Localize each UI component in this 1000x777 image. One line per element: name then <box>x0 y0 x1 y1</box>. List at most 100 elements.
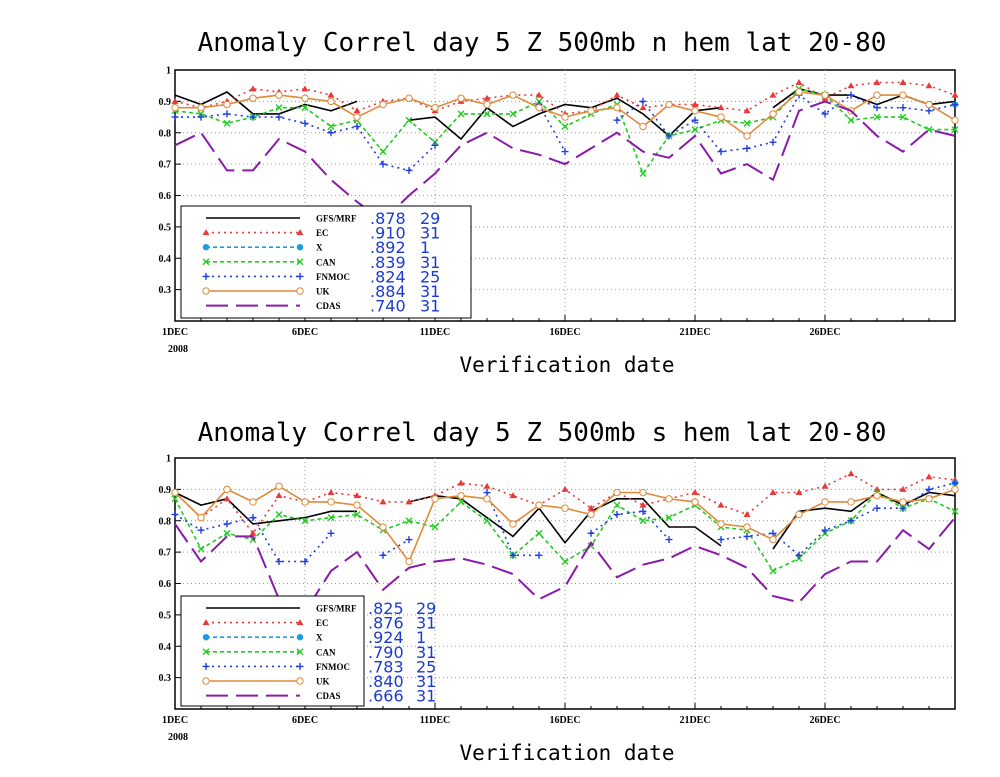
shem-legend-score-fnmoc: .783 <box>368 657 404 676</box>
shem-ec-point <box>561 485 569 492</box>
shem-x-tick-label: 16DEC <box>549 715 580 726</box>
nhem-y-tick-label: 0.4 <box>159 254 172 265</box>
nhem-uk-point <box>951 116 959 124</box>
nhem-can-point <box>379 148 387 156</box>
shem-legend-marker-can <box>296 648 304 656</box>
nhem-uk-point <box>535 103 543 112</box>
nhem-uk-point <box>171 103 179 112</box>
shem-fnmoc-point <box>899 504 907 512</box>
shem-ec-point <box>223 495 231 502</box>
nhem-x-tick-label: 1DEC <box>162 327 188 338</box>
nhem-ec-point <box>483 94 491 101</box>
nhem-legend-score-uk: .884 <box>370 282 406 301</box>
shem-can-point <box>353 510 361 518</box>
shem-ec-point <box>353 492 361 499</box>
nhem-uk-point <box>249 94 257 102</box>
shem-x-tick-label: 26DEC <box>809 715 840 726</box>
nhem-fnmoc-line <box>175 113 436 172</box>
shem-can-point <box>171 495 179 503</box>
nhem-fnmoc-point <box>431 141 439 149</box>
nhem-fnmoc-point <box>691 116 699 124</box>
nhem-can-point <box>509 110 517 118</box>
nhem-ec-point <box>301 85 309 92</box>
shem-x-year-label: 2008 <box>168 732 188 743</box>
nhem-legend-label-x: X <box>316 243 323 253</box>
nhem-fnmoc-point <box>639 97 647 105</box>
nhem-ec-point <box>769 91 777 98</box>
nhem-can-point <box>223 119 231 127</box>
nhem-uk-point <box>223 100 231 109</box>
shem-can-point <box>665 514 673 522</box>
nhem-legend-score-x: .892 <box>370 238 406 257</box>
nhem-legend-marker-uk <box>202 287 210 295</box>
nhem-uk-point <box>795 88 803 96</box>
nhem-gfs-mrf-line <box>174 91 358 115</box>
shem-can-point <box>613 501 621 509</box>
shem-legend-count-gfs-mrf: 29 <box>416 599 436 618</box>
shem-x-axis: 1DEC 6DEC 11DEC 16DEC 21DEC 26DEC <box>162 703 956 726</box>
nhem-can-point <box>639 170 647 178</box>
shem-legend-entry-ec: EC .876 31 <box>202 614 436 633</box>
shem-uk-point <box>795 510 803 519</box>
nhem-series-fnmoc <box>171 91 959 174</box>
nhem-fnmoc-point <box>665 132 673 140</box>
nhem-uk-point <box>509 91 517 99</box>
nhem-legend-count-can: 31 <box>420 253 440 272</box>
shem-legend-entry-cdas: CDAS .666 31 <box>206 687 436 706</box>
shem-fnmoc-point <box>847 517 855 525</box>
nhem-legend-label-ec: EC <box>316 228 329 238</box>
shem-series-cdas <box>174 516 956 613</box>
shem-legend-entry-gfs-mrf: GFS/MRF .825 29 <box>206 599 436 618</box>
shem-gfs-mrf-line <box>174 491 357 525</box>
shem-uk-point <box>613 488 621 497</box>
shem-gfs-mrf-line <box>772 491 956 550</box>
shem-can-point <box>275 510 283 518</box>
nhem-legend-entry-gfs-mrf: GFS/MRF .878 29 <box>206 209 440 228</box>
nhem-legend-marker-ec <box>202 229 210 236</box>
shem-ec-point <box>483 482 491 489</box>
shem-uk-point <box>249 498 257 506</box>
nhem-fnmoc-point <box>873 104 881 112</box>
nhem-fnmoc-point <box>717 148 725 156</box>
nhem-fnmoc-point <box>327 129 335 137</box>
nhem-uk-point <box>587 107 595 115</box>
shem-ec-point <box>769 489 777 496</box>
nhem-can-point <box>873 113 881 121</box>
nhem-can-point <box>275 104 283 112</box>
shem-legend-score-uk: .840 <box>368 672 404 691</box>
nhem-uk-point <box>379 100 387 109</box>
nhem-legend-marker-fnmoc <box>202 272 210 280</box>
shem-uk-point <box>483 495 491 503</box>
shem-uk-point <box>171 488 179 497</box>
shem-fnmoc-point <box>483 489 491 497</box>
shem-uk-point <box>405 557 413 566</box>
shem-legend-label-fnmoc: FNMOC <box>316 662 350 672</box>
nhem-fnmoc-point <box>951 101 959 109</box>
nhem-legend-label-cdas: CDAS <box>316 301 341 311</box>
shem-fnmoc-point <box>821 526 829 534</box>
shem-uk-point <box>561 504 569 512</box>
shem-fnmoc-point <box>639 507 647 515</box>
shem-legend-count-cdas: 31 <box>416 687 436 706</box>
shem-legend-entry-can: CAN .790 31 <box>202 643 436 662</box>
nhem-legend-label-fnmoc: FNMOC <box>316 272 350 282</box>
nhem-ec-point <box>925 82 933 89</box>
nhem-legend-marker-can <box>296 258 304 266</box>
nhem-ec-point <box>899 79 907 86</box>
nhem-ec-point <box>327 91 335 98</box>
nhem-uk-point <box>925 100 933 109</box>
nhem-x-tick-label: 11DEC <box>420 327 451 338</box>
shem-ec-point <box>587 504 595 511</box>
nhem-uk-point <box>561 113 569 121</box>
shem-can-point <box>561 558 569 566</box>
nhem-fnmoc-point <box>379 160 387 168</box>
nhem-legend-marker-x <box>296 244 304 251</box>
shem-fnmoc-point <box>509 551 517 559</box>
shem-uk-point <box>847 498 855 506</box>
nhem-legend-entry-x: X .892 1 <box>202 238 430 257</box>
shem-legend-marker-uk <box>296 677 304 685</box>
shem-fnmoc-point <box>613 510 621 518</box>
nhem-fnmoc-point <box>171 113 179 121</box>
